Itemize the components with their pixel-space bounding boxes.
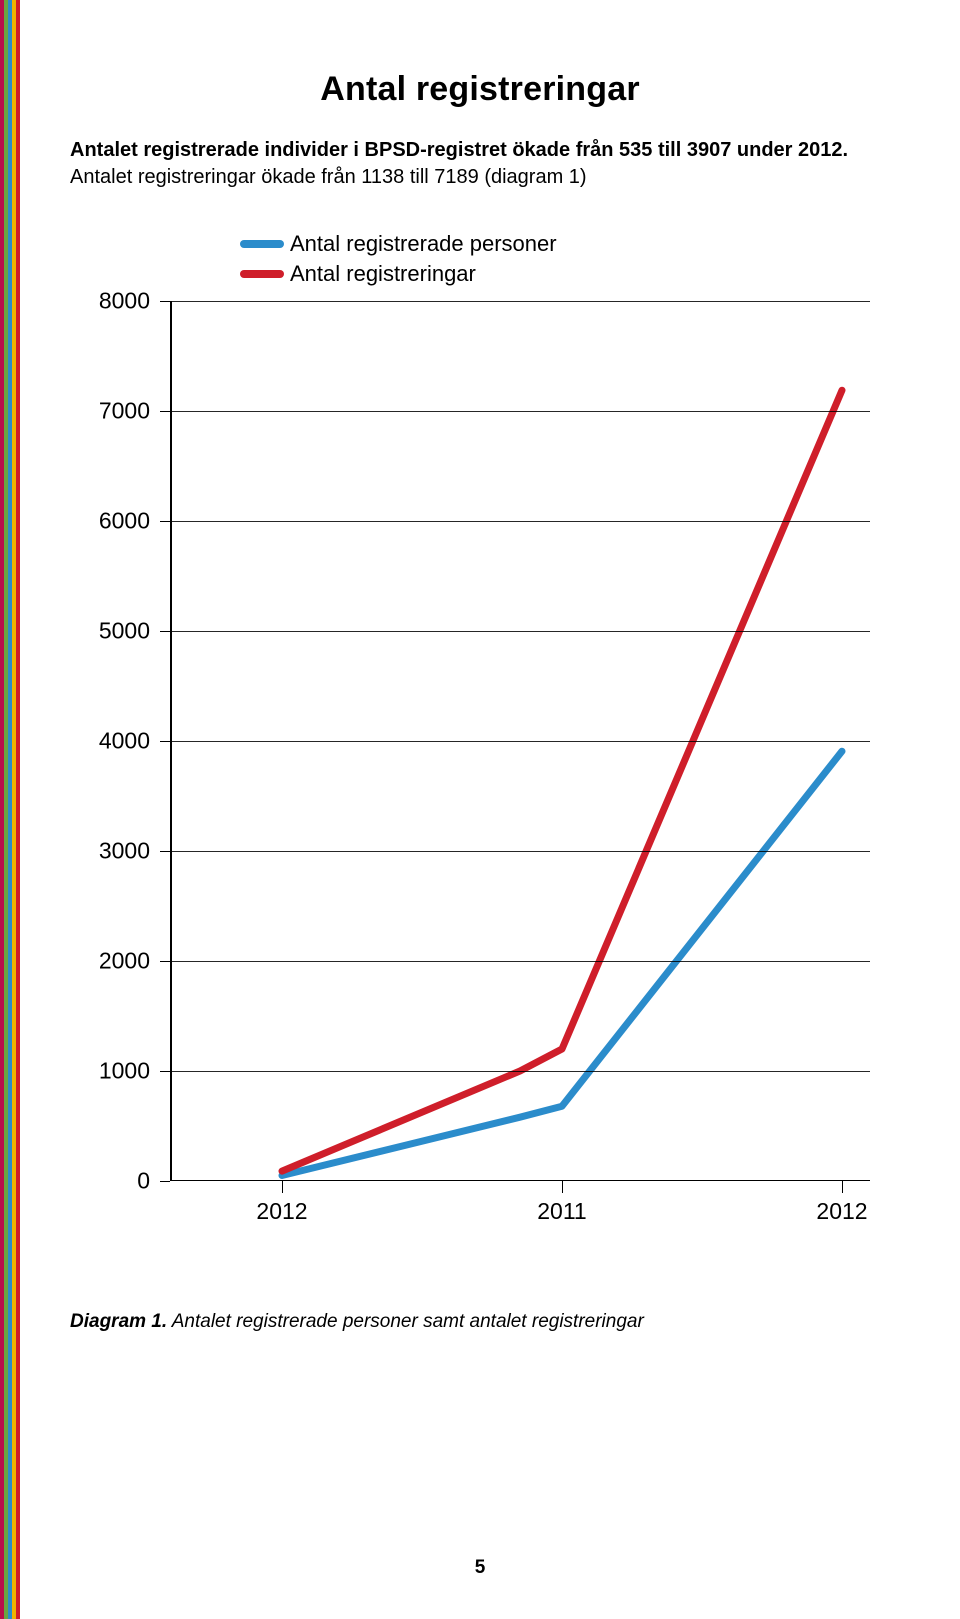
legend-swatch [240, 270, 284, 278]
gridline [170, 301, 870, 302]
page-title: Antal registreringar [40, 70, 920, 109]
x-tick-label: 2012 [816, 1198, 867, 1225]
caption-rest: Antalet registrerade personer samt antal… [167, 1311, 644, 1332]
y-tick-label: 4000 [70, 728, 150, 755]
y-tick [160, 631, 170, 632]
y-tick-label: 6000 [70, 508, 150, 535]
legend-label: Antal registreringar [290, 261, 476, 287]
edge-stripes [0, 0, 20, 1619]
y-tick [160, 851, 170, 852]
gridline [170, 961, 870, 962]
intro-rest: Antalet registreringar ökade från 1138 t… [70, 166, 587, 188]
y-tick [160, 741, 170, 742]
legend: Antal registrerade personer Antal regist… [240, 231, 557, 291]
gridline [170, 631, 870, 632]
page-number: 5 [0, 1557, 960, 1579]
y-tick [160, 961, 170, 962]
gridline [170, 851, 870, 852]
x-tick [562, 1181, 563, 1193]
y-tick-label: 5000 [70, 618, 150, 645]
y-tick [160, 521, 170, 522]
chart-caption: Diagram 1. Antalet registrerade personer… [70, 1311, 920, 1333]
legend-item: Antal registreringar [240, 261, 557, 287]
y-tick-label: 3000 [70, 838, 150, 865]
intro-text: Antalet registrerade individer i BPSD-re… [70, 137, 890, 191]
x-tick-label: 2012 [256, 1198, 307, 1225]
gridline [170, 521, 870, 522]
y-tick-label: 7000 [70, 398, 150, 425]
y-tick-label: 2000 [70, 948, 150, 975]
plot-area: 0100020003000400050006000700080002012201… [170, 301, 870, 1181]
x-tick-label: 2011 [537, 1198, 586, 1225]
caption-bold: Diagram 1. [70, 1311, 167, 1332]
gridline [170, 1071, 870, 1072]
series-line [282, 390, 842, 1171]
legend-item: Antal registrerade personer [240, 231, 557, 257]
intro-bold: Antalet registrerade individer i BPSD-re… [70, 139, 848, 161]
series-line [282, 751, 842, 1175]
gridline [170, 741, 870, 742]
legend-swatch [240, 240, 284, 248]
chart: Antal registrerade personer Antal regist… [70, 231, 890, 1251]
y-tick-label: 1000 [70, 1058, 150, 1085]
page-content: Antal registreringar Antalet registrerad… [40, 0, 920, 1333]
y-tick [160, 1181, 170, 1182]
y-tick-label: 8000 [70, 288, 150, 315]
x-tick [842, 1181, 843, 1193]
x-tick [282, 1181, 283, 1193]
gridline [170, 411, 870, 412]
y-tick [160, 301, 170, 302]
y-tick [160, 411, 170, 412]
legend-label: Antal registrerade personer [290, 231, 557, 257]
y-tick [160, 1071, 170, 1072]
y-tick-label: 0 [70, 1168, 150, 1195]
